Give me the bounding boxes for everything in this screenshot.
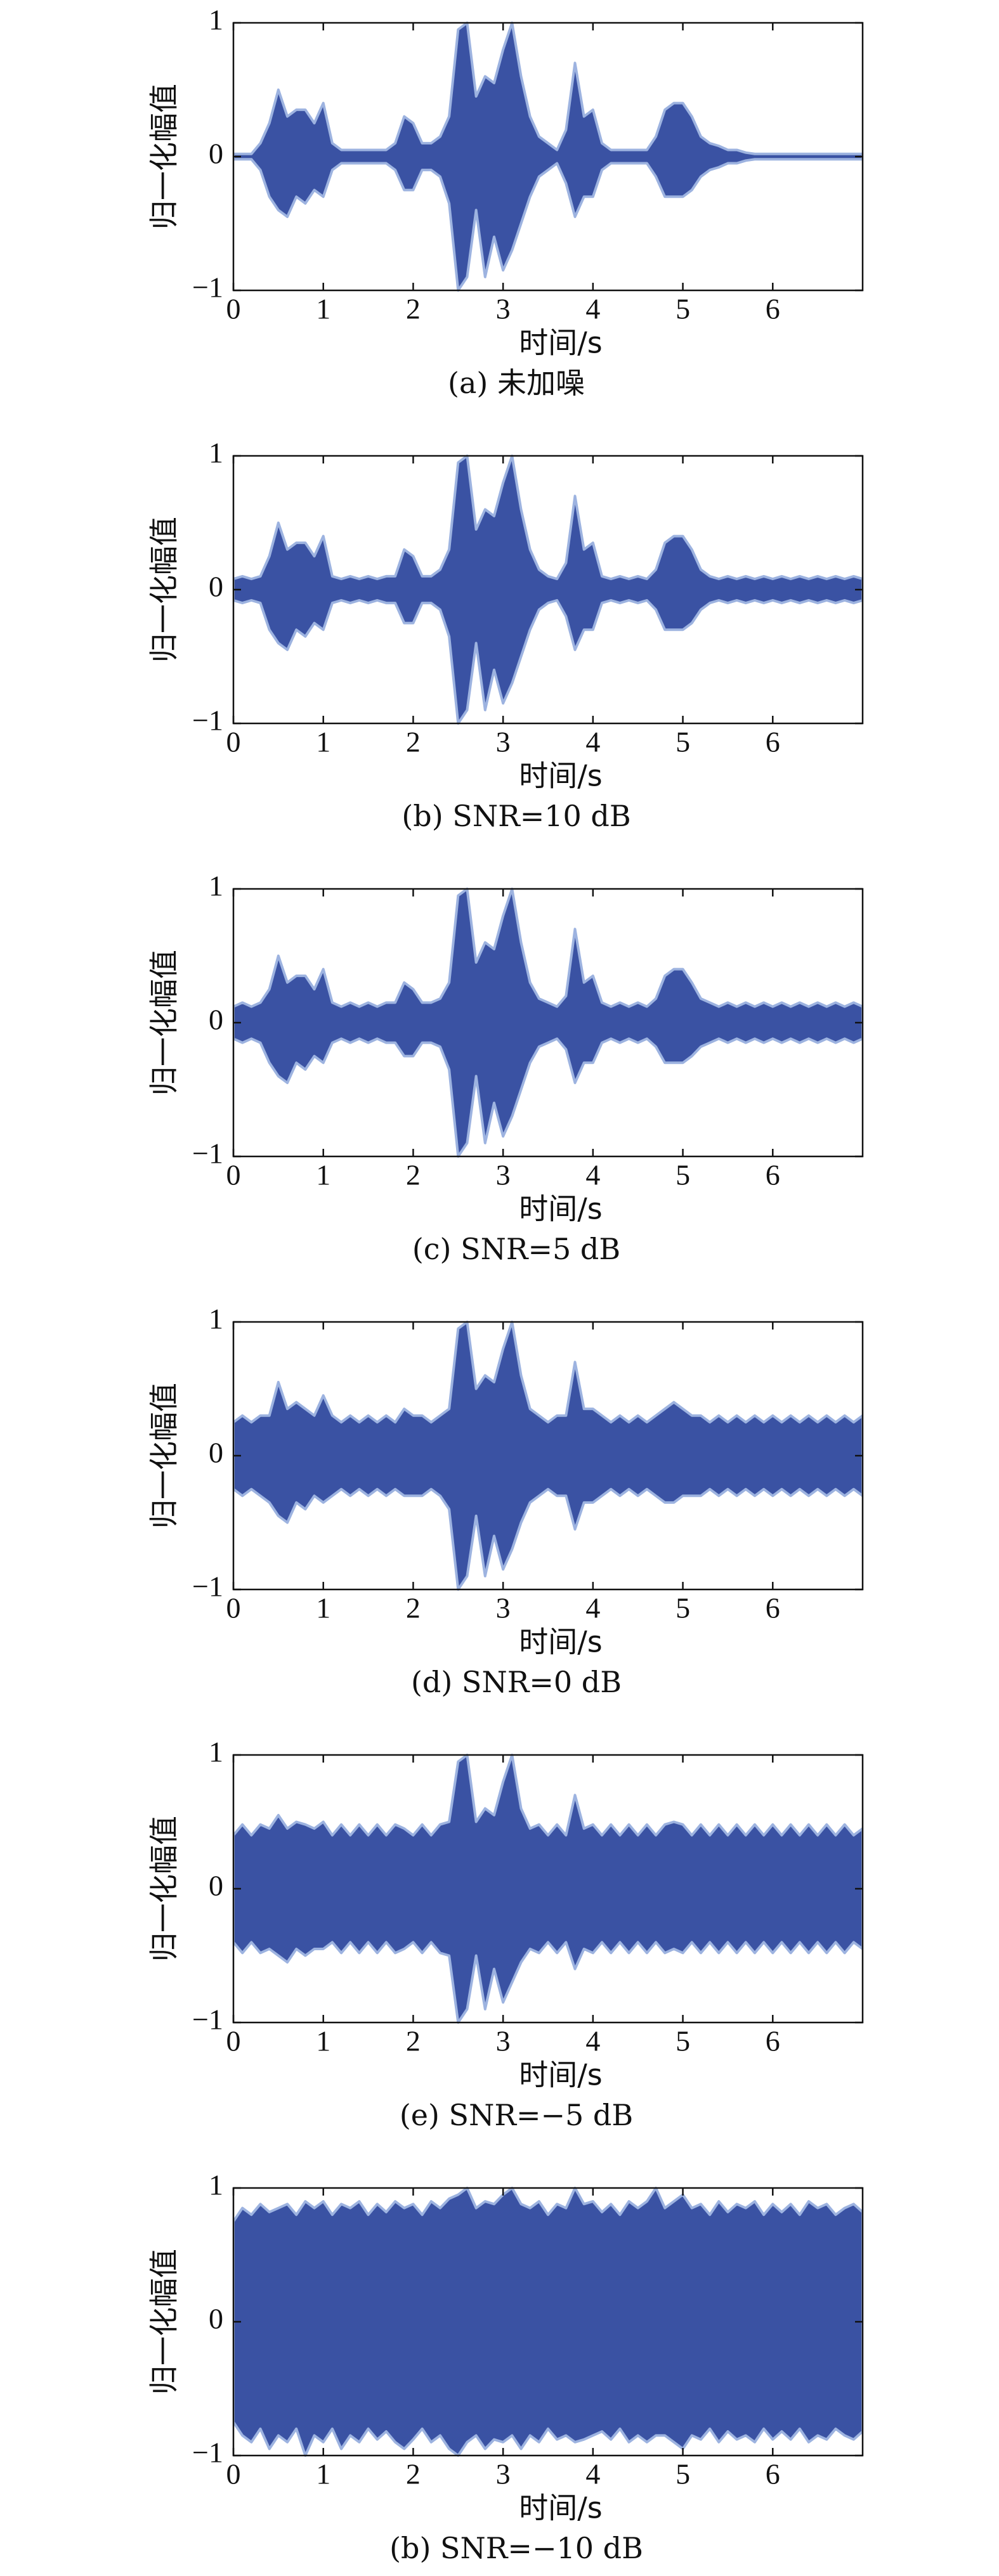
y-tick-label: −1 — [192, 704, 223, 737]
x-tick-label: 6 — [766, 293, 780, 325]
x-tick-label: 1 — [316, 293, 330, 325]
y-axis-label: 归一化幅值 — [147, 1383, 181, 1529]
x-tick-label: 3 — [496, 2458, 511, 2490]
plot-area — [233, 22, 863, 292]
x-tick-label: 2 — [406, 1592, 421, 1624]
x-tick-label: 5 — [676, 1592, 690, 1624]
y-tick-label: 1 — [209, 870, 223, 902]
x-tick-label: 6 — [766, 2025, 780, 2057]
x-tick-label: 0 — [226, 2025, 241, 2057]
y-axis-label: 归一化幅值 — [147, 950, 181, 1096]
x-axis-label: 时间/s — [519, 1625, 602, 1659]
y-tick-label: 0 — [209, 1870, 223, 1902]
x-tick-label: 0 — [226, 1592, 241, 1624]
panel-caption: (a) 未加噪 — [448, 366, 585, 400]
x-tick-label: 5 — [676, 2025, 690, 2057]
y-tick-label: 1 — [209, 437, 223, 469]
y-tick-label: 1 — [209, 1736, 223, 1768]
x-tick-label: 1 — [316, 2025, 330, 2057]
y-tick-label: −1 — [192, 2003, 223, 2036]
x-tick-label: 6 — [766, 2458, 780, 2490]
x-tick-label: 2 — [406, 2458, 421, 2490]
plot-area — [233, 888, 863, 1158]
y-tick-label: −1 — [192, 1137, 223, 1170]
x-tick-label: 6 — [766, 1592, 780, 1624]
panel-caption: (c) SNR=5 dB — [412, 1232, 620, 1266]
panel-caption: (e) SNR=−5 dB — [400, 2098, 633, 2132]
x-tick-label: 6 — [766, 726, 780, 758]
plot-area — [233, 1754, 863, 2024]
y-tick-label: 0 — [209, 2303, 223, 2335]
x-axis-label: 时间/s — [519, 2058, 602, 2092]
x-tick-label: 6 — [766, 1159, 780, 1191]
x-tick-label: 3 — [496, 293, 511, 325]
plot-area — [233, 2187, 863, 2457]
y-tick-label: 0 — [209, 1437, 223, 1469]
y-tick-label: 0 — [209, 571, 223, 603]
x-tick-label: 5 — [676, 1159, 690, 1191]
x-tick-label: 1 — [316, 726, 330, 758]
y-tick-label: 0 — [209, 138, 223, 170]
x-tick-label: 3 — [496, 1159, 511, 1191]
x-axis-label: 时间/s — [519, 2491, 602, 2525]
x-tick-label: 2 — [406, 293, 421, 325]
y-axis-label: 归一化幅值 — [147, 2249, 181, 2395]
plot-area — [233, 1321, 863, 1591]
x-tick-label: 5 — [676, 2458, 690, 2490]
x-tick-label: 4 — [585, 726, 600, 758]
x-tick-label: 3 — [496, 726, 511, 758]
x-tick-label: 4 — [585, 1592, 600, 1624]
y-tick-label: 1 — [209, 4, 223, 36]
y-tick-label: −1 — [192, 1570, 223, 1603]
x-tick-label: 5 — [676, 726, 690, 758]
panel-caption: (b) SNR=10 dB — [402, 799, 630, 833]
y-tick-label: −1 — [192, 271, 223, 304]
y-tick-label: 1 — [209, 2169, 223, 2201]
x-tick-label: 1 — [316, 1592, 330, 1624]
plot-area — [233, 455, 863, 725]
x-axis-label: 时间/s — [519, 759, 602, 793]
x-tick-label: 1 — [316, 1159, 330, 1191]
y-axis-label: 归一化幅值 — [147, 1816, 181, 1962]
waveform-envelope — [233, 22, 863, 292]
waveform-envelope — [233, 2187, 863, 2457]
panel-caption: (d) SNR=0 dB — [411, 1665, 622, 1699]
waveform-envelope — [233, 888, 863, 1158]
x-tick-label: 3 — [496, 2025, 511, 2057]
x-tick-label: 0 — [226, 1159, 241, 1191]
x-tick-label: 3 — [496, 1592, 511, 1624]
x-axis-label: 时间/s — [519, 326, 602, 360]
x-tick-label: 4 — [585, 2025, 600, 2057]
y-axis-label: 归一化幅值 — [147, 84, 181, 230]
x-tick-label: 0 — [226, 2458, 241, 2490]
x-tick-label: 0 — [226, 726, 241, 758]
y-tick-label: −1 — [192, 2437, 223, 2469]
x-axis-label: 时间/s — [519, 1192, 602, 1226]
x-tick-label: 4 — [585, 1159, 600, 1191]
waveform-envelope — [233, 1754, 863, 2024]
x-tick-label: 2 — [406, 726, 421, 758]
x-tick-label: 1 — [316, 2458, 330, 2490]
y-tick-label: 1 — [209, 1303, 223, 1335]
x-tick-label: 2 — [406, 1159, 421, 1191]
waveform-envelope — [233, 1321, 863, 1591]
panel-caption: (b) SNR=−10 dB — [389, 2531, 643, 2565]
x-tick-label: 0 — [226, 293, 241, 325]
x-tick-label: 4 — [585, 293, 600, 325]
x-tick-label: 5 — [676, 293, 690, 325]
x-tick-label: 4 — [585, 2458, 600, 2490]
x-tick-label: 2 — [406, 2025, 421, 2057]
waveform-envelope — [233, 455, 863, 725]
y-tick-label: 0 — [209, 1004, 223, 1036]
y-axis-label: 归一化幅值 — [147, 517, 181, 663]
